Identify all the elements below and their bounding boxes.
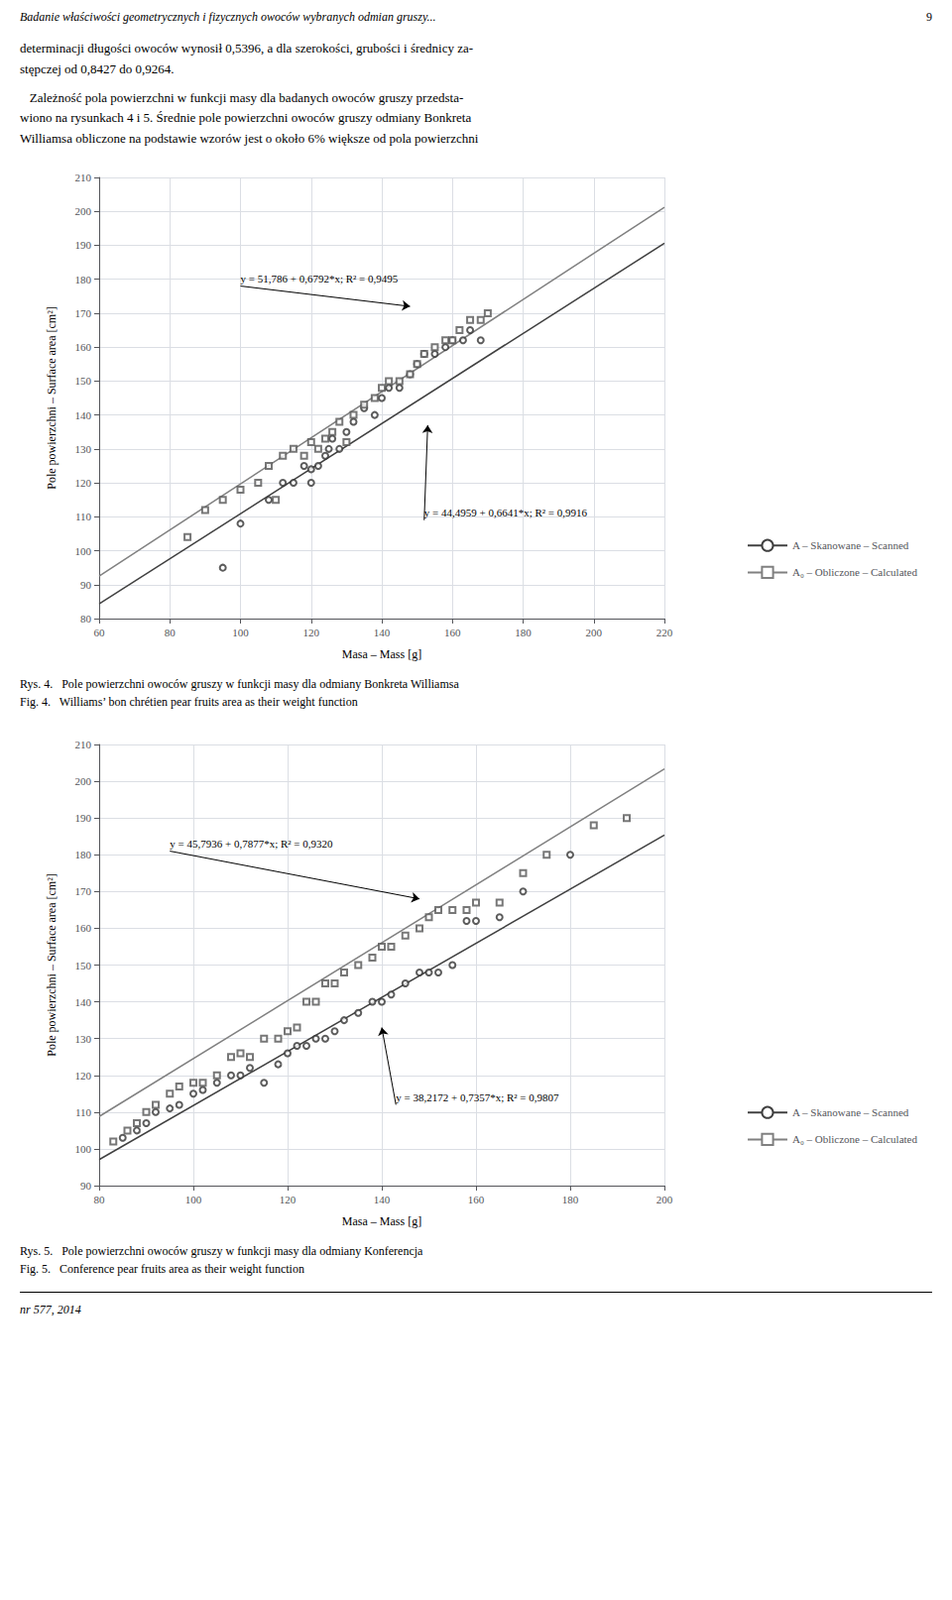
html-text:Zależność pola powierzchni w f: Zależność pola powierzchni w funkcji mas…	[19, 89, 479, 146]
svg-text:170: 170	[75, 885, 93, 898]
svg-text:200: 200	[656, 1192, 674, 1205]
svg-text:110: 110	[75, 1106, 93, 1119]
svg-text:170: 170	[75, 307, 93, 320]
svg-text:80: 80	[164, 625, 177, 638]
svg-text:130: 130	[75, 443, 93, 456]
svg-text:100: 100	[232, 625, 249, 638]
html-text:Rys. 4. Pole powierzchni owocó: Rys. 4. Pole powierzchni owoców gruszy w…	[19, 677, 459, 692]
svg-text:160: 160	[468, 1192, 485, 1205]
svg-text:180: 180	[75, 848, 93, 861]
svg-text:y = 45,7936 + 0,7877*x; R² = 0: y = 45,7936 + 0,7877*x; R² = 0,9320	[169, 837, 334, 850]
html-text:Fig. 5. Conference pear fruits: Fig. 5. Conference pear fruits area as t…	[19, 1262, 305, 1277]
svg-text:90: 90	[80, 1180, 93, 1192]
svg-text:140: 140	[75, 996, 93, 1009]
svg-text:120: 120	[303, 625, 321, 638]
svg-text:60: 60	[94, 625, 107, 638]
html-text:Fig. 4. Williams’ bon chrétien: Fig. 4. Williams’ bon chrétien pear frui…	[19, 695, 358, 710]
svg-text:120: 120	[75, 1070, 93, 1082]
html-text:Badanie właściwości geometrycz: Badanie właściwości geometrycznych i fiz…	[19, 9, 436, 24]
svg-text:120: 120	[279, 1192, 297, 1205]
svg-text:160: 160	[75, 922, 93, 935]
svg-text:100: 100	[75, 545, 93, 558]
svg-text:A – Skanowane – Scanned: A – Skanowane – Scanned	[792, 539, 910, 552]
svg-text:130: 130	[75, 1033, 93, 1046]
html-text:determinacji długości owoców w: determinacji długości owoców wynosił 0,5…	[19, 40, 474, 77]
svg-text:200: 200	[75, 775, 93, 788]
svg-text:140: 140	[373, 1192, 391, 1205]
svg-text:Pole powierzchni – Surface are: Pole powierzchni – Surface area [cm²]	[44, 306, 59, 490]
svg-text:80: 80	[94, 1192, 107, 1205]
html-text:nr 577, 2014: nr 577, 2014	[19, 1303, 82, 1317]
svg-text:210: 210	[75, 738, 93, 751]
html-text:Rys. 5. Pole powierzchni owocó: Rys. 5. Pole powierzchni owoców gruszy w…	[19, 1244, 423, 1259]
svg-text:80: 80	[80, 612, 93, 625]
svg-text:A – Skanowane – Scanned: A – Skanowane – Scanned	[792, 1106, 910, 1119]
svg-text:210: 210	[75, 171, 93, 184]
svg-text:Pole powierzchni – Surface are: Pole powierzchni – Surface area [cm²]	[44, 873, 59, 1058]
svg-text:180: 180	[514, 625, 532, 638]
svg-text:y = 44,4959 + 0,6641*x; R² = 0: y = 44,4959 + 0,6641*x; R² = 0,9916	[424, 506, 589, 519]
svg-text:100: 100	[75, 1143, 93, 1156]
svg-text:140: 140	[75, 409, 93, 422]
svg-text:120: 120	[75, 476, 93, 489]
svg-text:160: 160	[444, 625, 462, 638]
svg-text:140: 140	[373, 625, 391, 638]
html-text:9: 9	[926, 9, 933, 24]
svg-text:100: 100	[185, 1192, 203, 1205]
svg-text:110: 110	[75, 510, 93, 523]
svg-text:200: 200	[586, 625, 603, 638]
svg-text:160: 160	[75, 341, 93, 354]
svg-text:A₀ – Obliczone – Calculated: A₀ – Obliczone – Calculated	[792, 566, 919, 579]
svg-text:200: 200	[75, 205, 93, 218]
svg-text:A₀ – Obliczone – Calculated: A₀ – Obliczone – Calculated	[792, 1133, 919, 1146]
svg-text:Masa – Mass [g]: Masa – Mass [g]	[342, 1214, 422, 1229]
svg-text:190: 190	[75, 238, 93, 251]
svg-text:90: 90	[80, 579, 93, 592]
svg-text:180: 180	[562, 1192, 580, 1205]
svg-text:y = 51,786 + 0,6792*x; R² = 0,: y = 51,786 + 0,6792*x; R² = 0,9495	[240, 272, 399, 285]
svg-text:150: 150	[75, 958, 93, 971]
svg-text:180: 180	[75, 273, 93, 286]
svg-text:y = 38,2172 + 0,7357*x; R² = 0: y = 38,2172 + 0,7357*x; R² = 0,9807	[395, 1091, 560, 1104]
svg-text:220: 220	[656, 625, 674, 638]
svg-text:Masa – Mass [g]: Masa – Mass [g]	[342, 647, 422, 662]
svg-text:150: 150	[75, 374, 93, 387]
svg-text:190: 190	[75, 812, 93, 825]
